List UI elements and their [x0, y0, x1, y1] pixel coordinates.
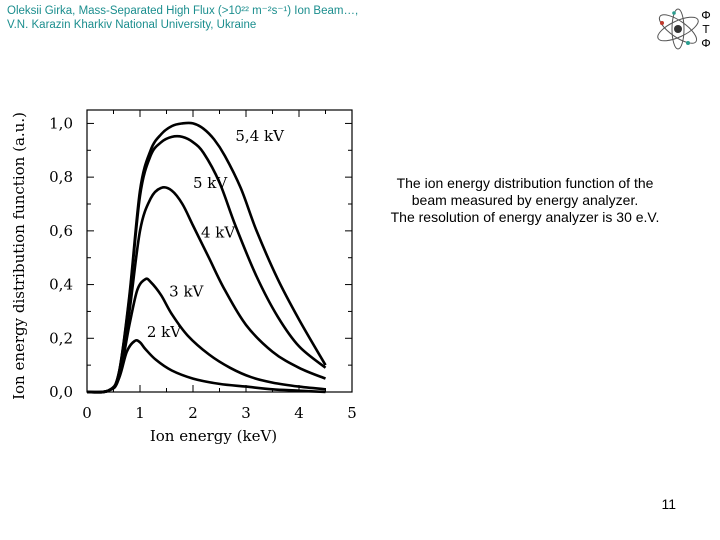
ion-energy-chart: 0 1 2 3 4 5 0,0 0,2 0,4 0,6 0,8 1,0 Ion energy (keV)…: [10, 109, 357, 445]
x-tick-label: 5: [347, 404, 357, 422]
y-tick-label: 1,0: [49, 114, 73, 132]
y-tick-label: 0,4: [49, 276, 73, 294]
caption-line: The ion energy distribution function of …: [396, 175, 654, 191]
header-title-line: Oleksii Girka, Mass-Separated High Flux …: [7, 5, 359, 17]
curve-4-kvkv: [86, 186, 326, 394]
y-tick-label: 0,0: [49, 383, 73, 401]
x-tick-label: 1: [135, 404, 145, 422]
page-number: 11: [661, 496, 676, 512]
series-label: 5 kV: [193, 174, 228, 192]
x-tick-label: 4: [294, 404, 304, 422]
y-axis-label: Ion energy distribution function (a.u.): [10, 112, 28, 400]
series-label: 3 kV: [169, 283, 204, 301]
x-tick-label: 0: [82, 404, 92, 422]
series-label: 2 kV: [147, 323, 182, 341]
figure-caption: The ion energy distribution function of …: [362, 175, 688, 226]
logo-letter: Ф: [701, 9, 710, 22]
y-tick-label: 0,6: [49, 222, 73, 240]
series-label: 5,4 kV: [235, 127, 285, 145]
caption-line: The resolution of energy analyzer is 30 …: [390, 209, 660, 225]
caption-line: beam measured by energy analyzer.: [411, 192, 639, 208]
x-axis-label: Ion energy (keV): [150, 427, 277, 445]
series-label: 4 kV: [201, 224, 236, 242]
y-tick-label: 0,2: [49, 329, 73, 347]
university-logo-icon: Ф T Ф: [657, 8, 711, 50]
y-tick-label: 0,8: [49, 168, 73, 186]
logo-letter: T: [702, 23, 710, 36]
logo-letter: Ф: [701, 37, 710, 50]
curve-5-4-kvkv: [86, 121, 327, 394]
x-tick-label: 3: [241, 404, 251, 422]
x-tick-label: 2: [188, 404, 198, 422]
header-affiliation-line: V.N. Karazin Kharkiv National University…: [7, 19, 257, 31]
